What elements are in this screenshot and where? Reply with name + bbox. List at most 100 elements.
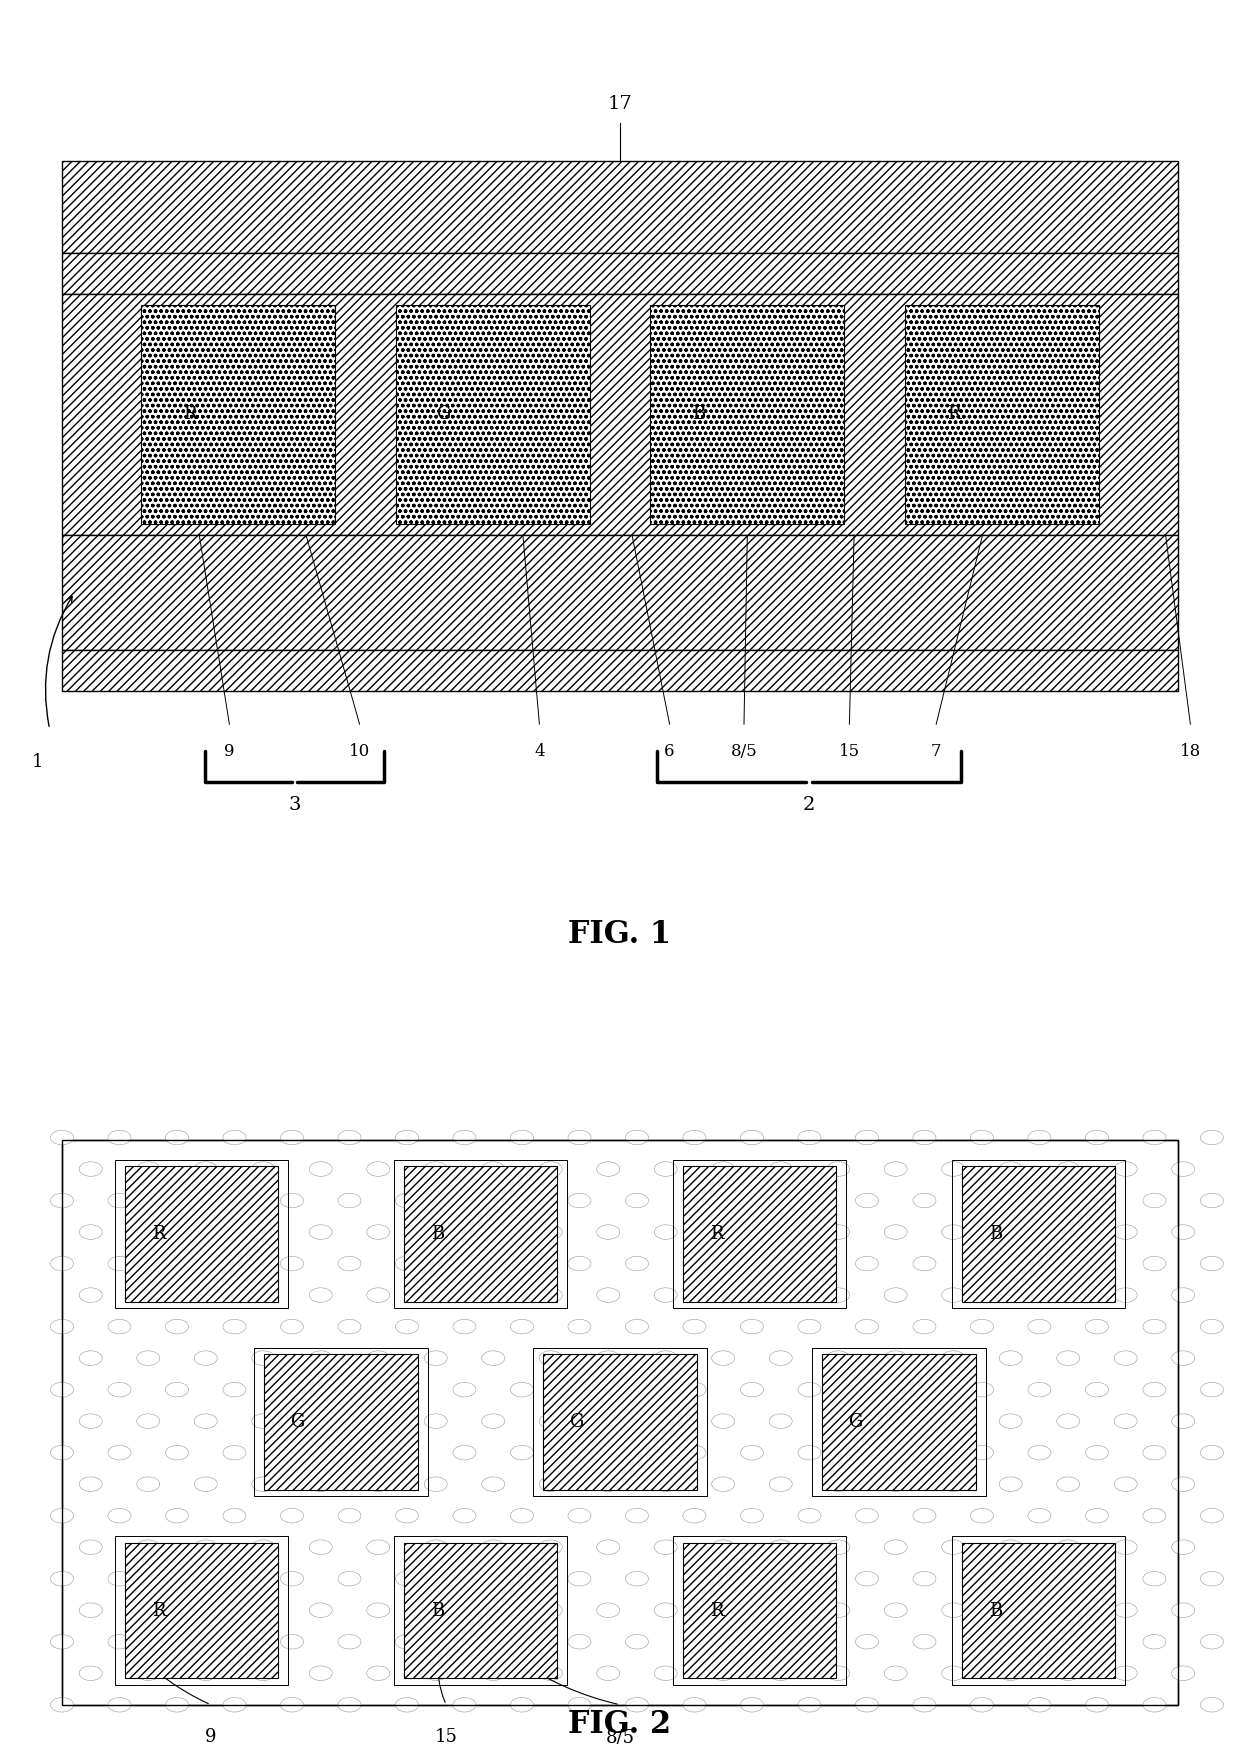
Circle shape [339,1256,361,1271]
Circle shape [280,1697,304,1713]
Circle shape [625,1571,649,1585]
Circle shape [827,1287,849,1303]
Circle shape [856,1130,878,1144]
Circle shape [1028,1318,1052,1334]
Text: B: B [692,405,706,424]
Circle shape [712,1666,735,1681]
Circle shape [453,1509,476,1523]
Circle shape [884,1224,908,1240]
Circle shape [165,1697,188,1713]
Circle shape [367,1477,389,1491]
Circle shape [396,1571,418,1585]
Circle shape [339,1634,361,1650]
Circle shape [453,1130,476,1144]
Circle shape [799,1256,821,1271]
Circle shape [1085,1318,1109,1334]
Circle shape [941,1224,965,1240]
Circle shape [1028,1130,1052,1144]
Text: 10: 10 [348,743,371,760]
Bar [254,1348,428,1496]
Circle shape [1115,1352,1137,1366]
Circle shape [309,1352,332,1366]
Circle shape [79,1477,102,1491]
Circle shape [223,1130,246,1144]
Circle shape [511,1634,533,1650]
Circle shape [539,1603,562,1617]
Circle shape [165,1634,188,1650]
Circle shape [655,1162,677,1175]
Circle shape [999,1352,1022,1366]
Circle shape [941,1477,965,1491]
Circle shape [396,1130,418,1144]
Circle shape [252,1162,275,1175]
Circle shape [453,1383,476,1397]
Circle shape [1143,1571,1166,1585]
Circle shape [1028,1383,1052,1397]
Circle shape [195,1224,217,1240]
Circle shape [1115,1162,1137,1175]
Circle shape [367,1287,389,1303]
Circle shape [712,1477,735,1491]
Circle shape [740,1130,764,1144]
Circle shape [280,1256,304,1271]
Circle shape [51,1383,73,1397]
Circle shape [195,1352,217,1366]
Circle shape [1200,1130,1224,1144]
Circle shape [1172,1540,1194,1554]
Circle shape [596,1603,620,1617]
Circle shape [1085,1509,1109,1523]
Circle shape [856,1446,878,1460]
Circle shape [108,1571,131,1585]
Circle shape [884,1477,908,1491]
Circle shape [165,1130,188,1144]
Circle shape [999,1666,1022,1681]
Circle shape [596,1666,620,1681]
Circle shape [596,1540,620,1554]
Circle shape [856,1193,878,1209]
Circle shape [136,1352,160,1366]
Circle shape [884,1352,908,1366]
Circle shape [913,1571,936,1585]
Circle shape [1028,1634,1052,1650]
Circle shape [136,1287,160,1303]
Circle shape [396,1634,418,1650]
Circle shape [481,1287,505,1303]
Bar [264,1355,418,1489]
Circle shape [655,1224,677,1240]
Bar [394,1160,567,1308]
Circle shape [108,1634,131,1650]
Circle shape [396,1193,418,1209]
Circle shape [136,1414,160,1428]
Circle shape [655,1352,677,1366]
Circle shape [1115,1477,1137,1491]
Circle shape [625,1383,649,1397]
Bar [650,305,844,523]
Circle shape [971,1634,993,1650]
Circle shape [971,1446,993,1460]
Circle shape [1172,1666,1194,1681]
Circle shape [79,1414,102,1428]
Circle shape [799,1697,821,1713]
Circle shape [1056,1287,1080,1303]
Circle shape [424,1666,448,1681]
Circle shape [481,1352,505,1366]
Circle shape [1115,1666,1137,1681]
Circle shape [195,1540,217,1554]
Text: G: G [291,1413,305,1432]
Circle shape [769,1477,792,1491]
Circle shape [1172,1352,1194,1366]
Bar [62,1141,1178,1706]
Circle shape [971,1383,993,1397]
Circle shape [1028,1256,1052,1271]
Circle shape [280,1509,304,1523]
Circle shape [481,1540,505,1554]
Circle shape [856,1318,878,1334]
Circle shape [108,1318,131,1334]
Circle shape [971,1697,993,1713]
Circle shape [223,1383,246,1397]
Circle shape [827,1352,849,1366]
Text: R: R [946,405,960,424]
Text: 4: 4 [534,743,544,760]
Circle shape [79,1224,102,1240]
Circle shape [51,1571,73,1585]
